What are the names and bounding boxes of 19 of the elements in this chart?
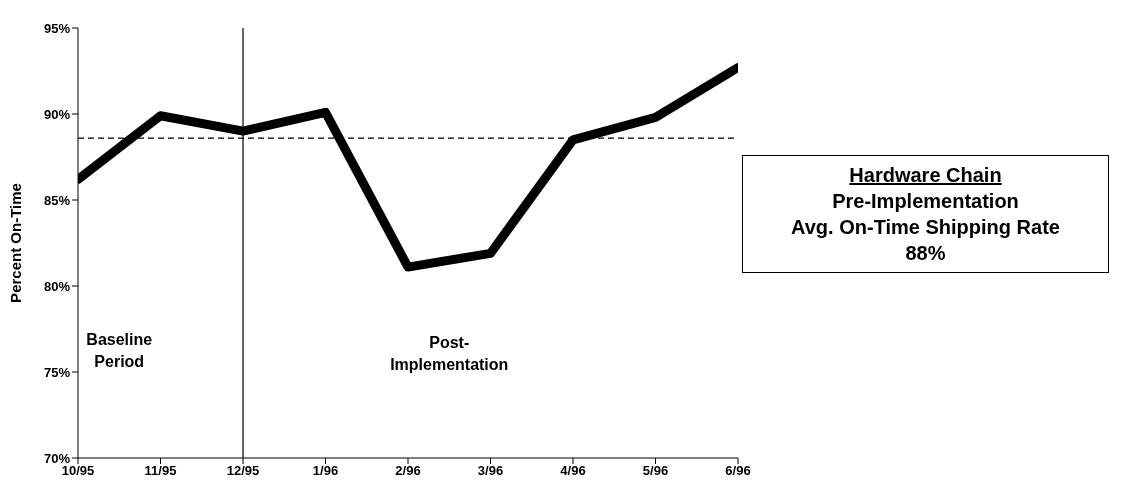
x-tick-label: 10/95 (61, 463, 95, 479)
annotation: Baseline Period (86, 331, 153, 370)
y-tick-label: 85% (43, 192, 71, 208)
annotation: Post- Implementation (389, 333, 510, 376)
x-tick-label: 1/96 (312, 463, 339, 479)
y-axis-title: Percent On-Time (7, 183, 25, 303)
text: Hardware Chain Pre-Implementation Avg. On-Time Shipping Rate 88% (790, 163, 1061, 267)
y-tick-label: 70% (43, 450, 71, 466)
y-tick-label: 80% (43, 278, 71, 294)
x-tick-label: 11/95 (144, 463, 177, 479)
x-tick-label: 4/96 (560, 463, 586, 479)
x-tick-label: 2/96 (395, 463, 421, 479)
x-tick-label: 3/96 (477, 463, 504, 479)
y-tick-label: 75% (43, 364, 71, 380)
y-tick-label: 90% (43, 106, 71, 122)
x-tick-label: 6/96 (725, 463, 751, 479)
x-tick-label: 12/95 (226, 463, 260, 479)
x-tick-label: 5/96 (642, 463, 669, 479)
y-tick-label: 95% (43, 20, 71, 36)
